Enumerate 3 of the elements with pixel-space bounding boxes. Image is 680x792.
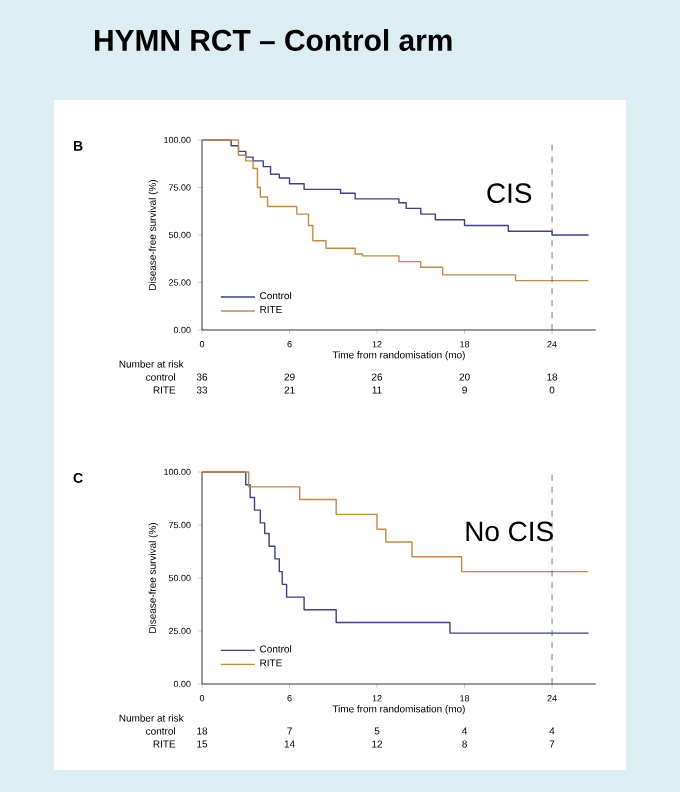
annotation: No CIS [466,521,553,542]
chart-title: HYMN RCT – Control arm [95,29,452,51]
annotation: CIS [487,183,532,204]
